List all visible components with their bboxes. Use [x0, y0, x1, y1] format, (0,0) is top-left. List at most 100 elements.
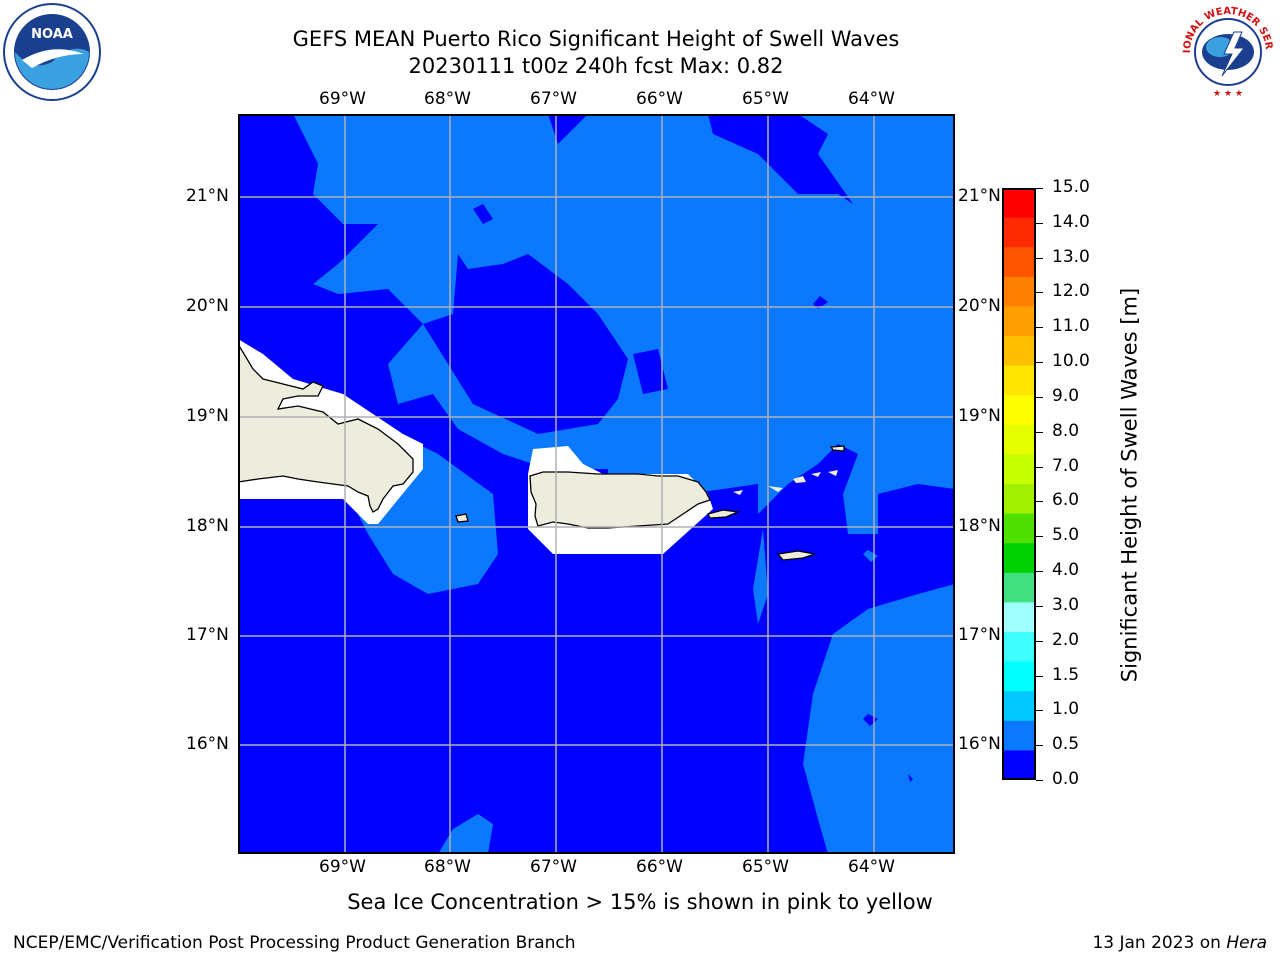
land-hispaniola: [238, 344, 413, 512]
colorbar-tick-label: 1.5: [1052, 664, 1080, 685]
colorbar-tick-mark: [1036, 431, 1043, 433]
colorbar-tick-mark: [1036, 257, 1043, 259]
lon-label-bottom: 69°W: [319, 857, 366, 877]
colorbar-swatch: [1002, 336, 1036, 367]
colorbar-tick-label: 3.0: [1052, 594, 1080, 615]
colorbar-tick-mark: [1036, 710, 1043, 712]
colorbar-swatch: [1002, 543, 1036, 574]
swell-band-0-0p5-spot: [863, 714, 878, 726]
lon-label-bottom: 66°W: [636, 857, 683, 877]
colorbar-swatch: [1002, 395, 1036, 426]
colorbar-swatch: [1002, 306, 1036, 337]
colorbar-tick-label: 12.0: [1052, 281, 1090, 302]
colorbar-swatch: [1002, 247, 1036, 278]
lat-label-right: 19°N: [958, 406, 1001, 426]
colorbar-swatch: [1002, 276, 1036, 307]
colorbar-tick-mark: [1036, 466, 1043, 468]
colorbar-tick-mark: [1036, 292, 1043, 294]
colorbar-tick-label: 5.0: [1052, 525, 1080, 546]
colorbar-swatch: [1002, 632, 1036, 663]
colorbar-swatch: [1002, 365, 1036, 396]
land-puerto-rico: [530, 472, 710, 528]
map-subtitle-forecast: 20230111 t00z 240h fcst Max: 0.82: [408, 54, 784, 78]
colorbar-tick-mark: [1036, 780, 1043, 781]
colorbar-tick-mark: [1036, 362, 1043, 364]
colorbar-tick-mark: [1036, 501, 1043, 503]
colorbar-label: Significant Height of Swell Waves [m]: [1117, 287, 1142, 683]
colorbar-swatch: [1002, 424, 1036, 455]
lon-label-bottom: 67°W: [530, 857, 577, 877]
footer-host: Hera: [1226, 933, 1267, 953]
colorbar-swatch: [1002, 484, 1036, 515]
noaa-logo: NOAA: [3, 3, 101, 101]
lon-label-top: 68°W: [424, 89, 471, 109]
lon-label-bottom: 64°W: [848, 857, 895, 877]
footer-branch: NCEP/EMC/Verification Post Processing Pr…: [13, 933, 576, 953]
colorbar-tick-label: 2.0: [1052, 629, 1080, 650]
map-border: [238, 114, 955, 854]
colorbar-tick-label: 11.0: [1052, 316, 1090, 337]
lat-label-left: 16°N: [186, 734, 229, 754]
lon-label-top: 66°W: [636, 89, 683, 109]
map-gridlines: [238, 114, 955, 854]
colorbar-swatch: [1002, 720, 1036, 751]
colorbar-swatch: [1002, 513, 1036, 544]
lat-label-right: 21°N: [958, 186, 1001, 206]
colorbar-tick-label: 10.0: [1052, 351, 1090, 372]
lat-label-left: 20°N: [186, 296, 229, 316]
swell-height-map: [238, 114, 955, 854]
lat-label-right: 20°N: [958, 296, 1001, 316]
colorbar-tick-label: 8.0: [1052, 420, 1080, 441]
sea-ice-note: Sea Ice Concentration > 15% is shown in …: [347, 890, 933, 914]
swell-band-0-0p5-spot: [908, 774, 913, 782]
colorbar: [1002, 188, 1036, 780]
colorbar-swatch: [1002, 750, 1036, 780]
noaa-logo-text: NOAA: [31, 27, 73, 42]
lat-label-left: 17°N: [186, 625, 229, 645]
colorbar-tick-mark: [1036, 396, 1043, 398]
lat-label-right: 17°N: [958, 625, 1001, 645]
colorbar-swatch: [1002, 661, 1036, 692]
colorbar-tick-mark: [1036, 675, 1043, 677]
colorbar-tick-label: 7.0: [1052, 455, 1080, 476]
colorbar-tick-mark: [1036, 536, 1043, 538]
colorbar-tick-label: 0.5: [1052, 734, 1080, 755]
colorbar-tick-mark: [1036, 222, 1043, 224]
colorbar-tick-label: 13.0: [1052, 246, 1090, 267]
colorbar-tick-label: 9.0: [1052, 385, 1080, 406]
colorbar-tick-mark: [1036, 571, 1043, 573]
lon-label-top: 67°W: [530, 89, 577, 109]
colorbar-tick-label: 15.0: [1052, 177, 1090, 197]
colorbar-tick-label: 4.0: [1052, 560, 1080, 581]
lat-label-right: 16°N: [958, 734, 1001, 754]
colorbar-tick-mark: [1036, 188, 1043, 189]
coastlines: [238, 343, 845, 561]
colorbar-tick-mark: [1036, 745, 1043, 747]
lon-label-top: 69°W: [319, 89, 366, 109]
colorbar-tick-label: 14.0: [1052, 211, 1090, 232]
colorbar-swatch: [1002, 188, 1036, 219]
colorbar-tick-label: 0.0: [1052, 769, 1080, 789]
lat-label-left: 18°N: [186, 516, 229, 536]
svg-text:★ ★ ★: ★ ★ ★: [1213, 89, 1243, 99]
colorbar-tick-label: 1.0: [1052, 699, 1080, 720]
lon-label-bottom: 68°W: [424, 857, 471, 877]
footer-date-text: 13 Jan 2023 on: [1092, 933, 1221, 953]
colorbar-tick-label: 6.0: [1052, 490, 1080, 511]
nws-logo: NATIONAL WEATHER SERVICE ★ ★ ★: [1178, 2, 1276, 100]
colorbar-tick-mark: [1036, 640, 1043, 642]
colorbar-swatch: [1002, 572, 1036, 603]
lat-label-left: 21°N: [186, 186, 229, 206]
colorbar-swatch: [1002, 454, 1036, 485]
lon-label-bottom: 65°W: [742, 857, 789, 877]
colorbar-swatch: [1002, 602, 1036, 633]
lat-label-left: 19°N: [186, 406, 229, 426]
map-title: GEFS MEAN Puerto Rico Significant Height…: [292, 27, 900, 51]
colorbar-swatch: [1002, 217, 1036, 248]
colorbar-tick-mark: [1036, 605, 1043, 607]
lon-label-top: 64°W: [848, 89, 895, 109]
colorbar-swatch: [1002, 691, 1036, 722]
colorbar-tick-mark: [1036, 327, 1043, 329]
lat-label-right: 18°N: [958, 516, 1001, 536]
lon-label-top: 65°W: [742, 89, 789, 109]
